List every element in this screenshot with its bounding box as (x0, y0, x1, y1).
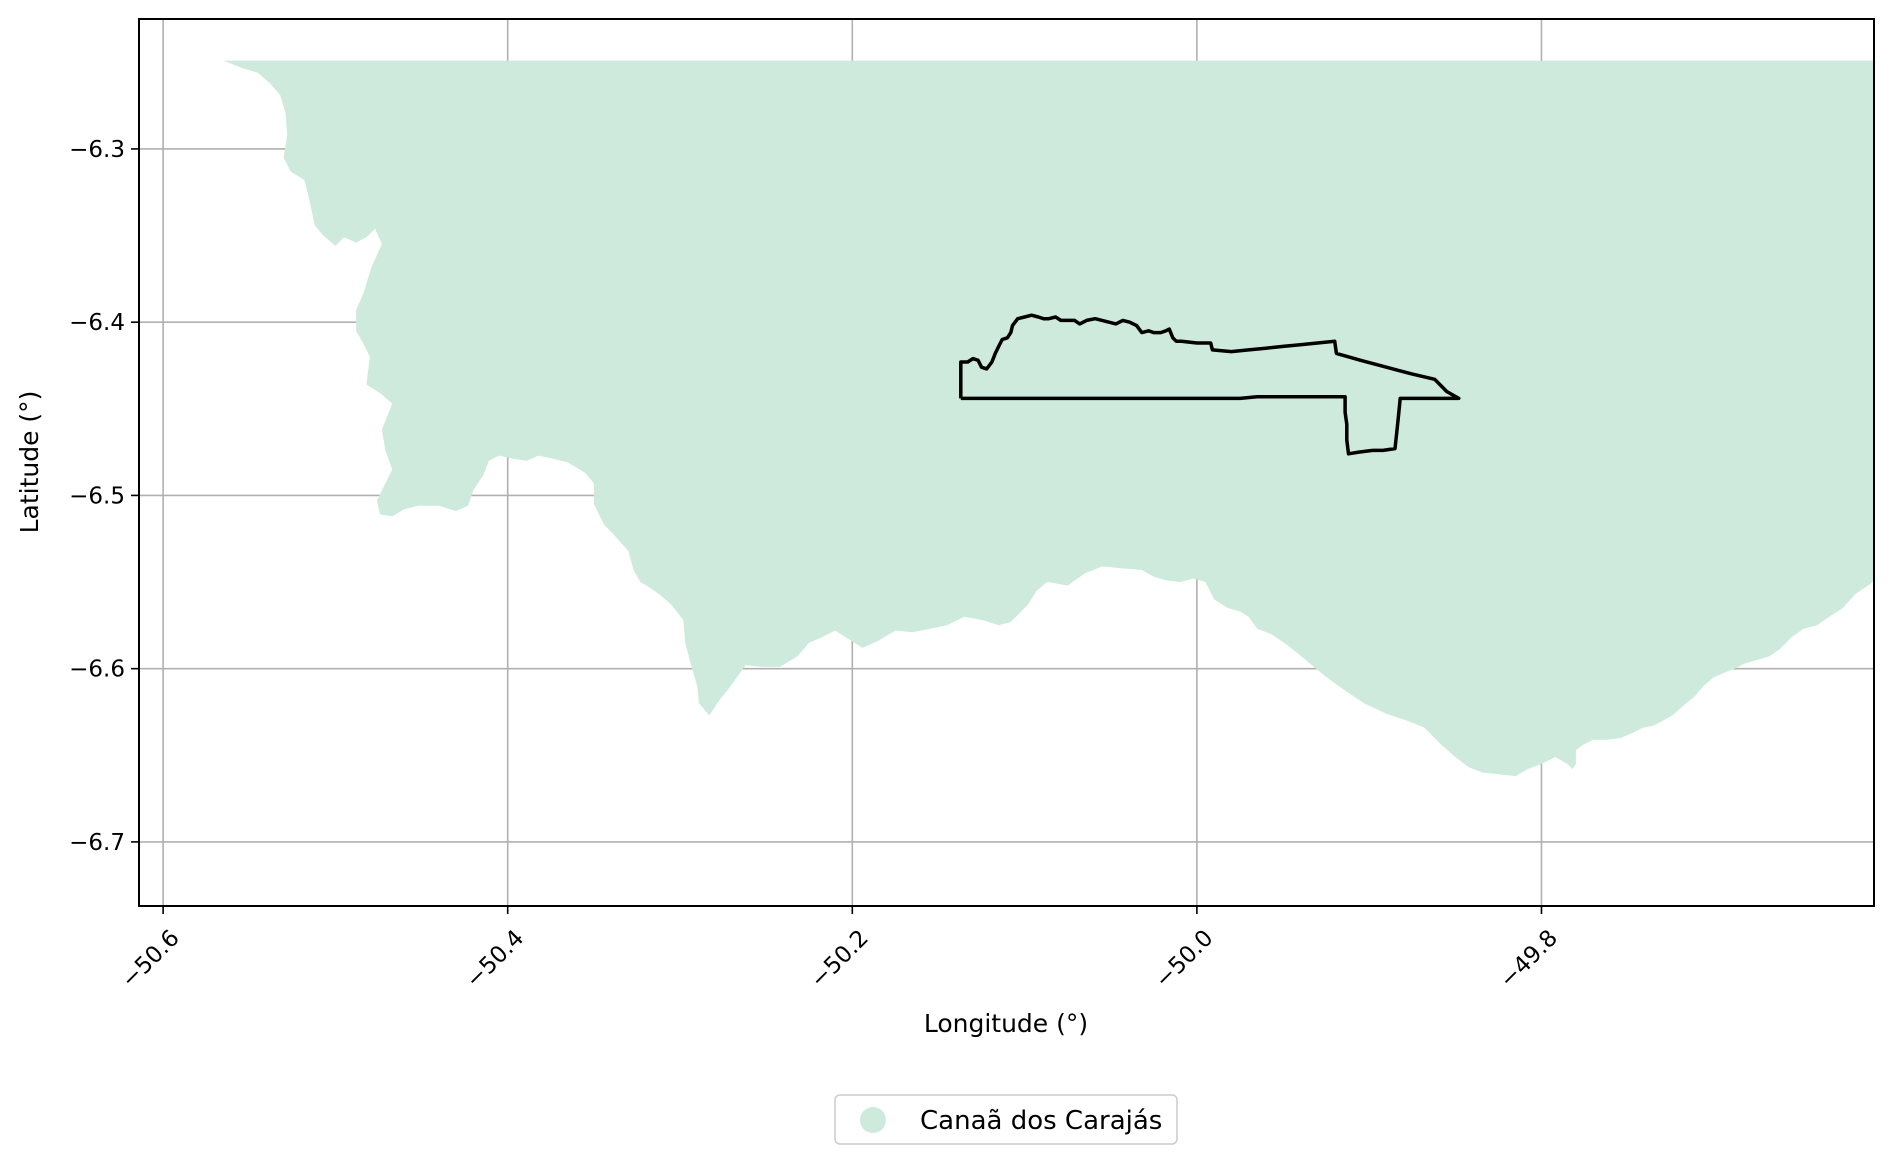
x-tick-label: −50.0 (1150, 925, 1218, 993)
y-axis-ticks: −6.3 −6.4 −6.5 −6.6 −6.7 (69, 137, 139, 856)
x-axis-label: Longitude (°) (924, 1009, 1088, 1038)
y-tick-label: −6.4 (69, 310, 125, 336)
y-tick-label: −6.3 (69, 137, 125, 163)
legend-label-canaa-dos-carajas: Canaã dos Carajás (920, 1106, 1162, 1136)
x-tick-label: −50.2 (806, 925, 874, 993)
y-tick-label: −6.6 (69, 657, 125, 683)
y-tick-label: −6.7 (69, 830, 125, 856)
map-layers (223, 60, 1874, 777)
y-tick-label: −6.5 (69, 483, 125, 509)
y-axis-label: Latitude (°) (15, 391, 44, 534)
legend-box (834, 1094, 1178, 1145)
inner-boundary-line (959, 313, 1461, 456)
x-tick-label: −50.4 (461, 925, 529, 993)
legend-marker-canaa-dos-carajas (860, 1107, 886, 1133)
x-tick-label: −50.6 (116, 925, 184, 993)
region-polygon-canaa-dos-carajas (223, 60, 1874, 777)
plot-frame (138, 18, 1875, 907)
legend: Canaã dos Carajás (834, 1094, 1178, 1145)
x-tick-label: −49.8 (1495, 925, 1563, 993)
x-axis-ticks: −50.6 −50.4 −50.2 −50.0 −49.8 (116, 906, 1563, 993)
